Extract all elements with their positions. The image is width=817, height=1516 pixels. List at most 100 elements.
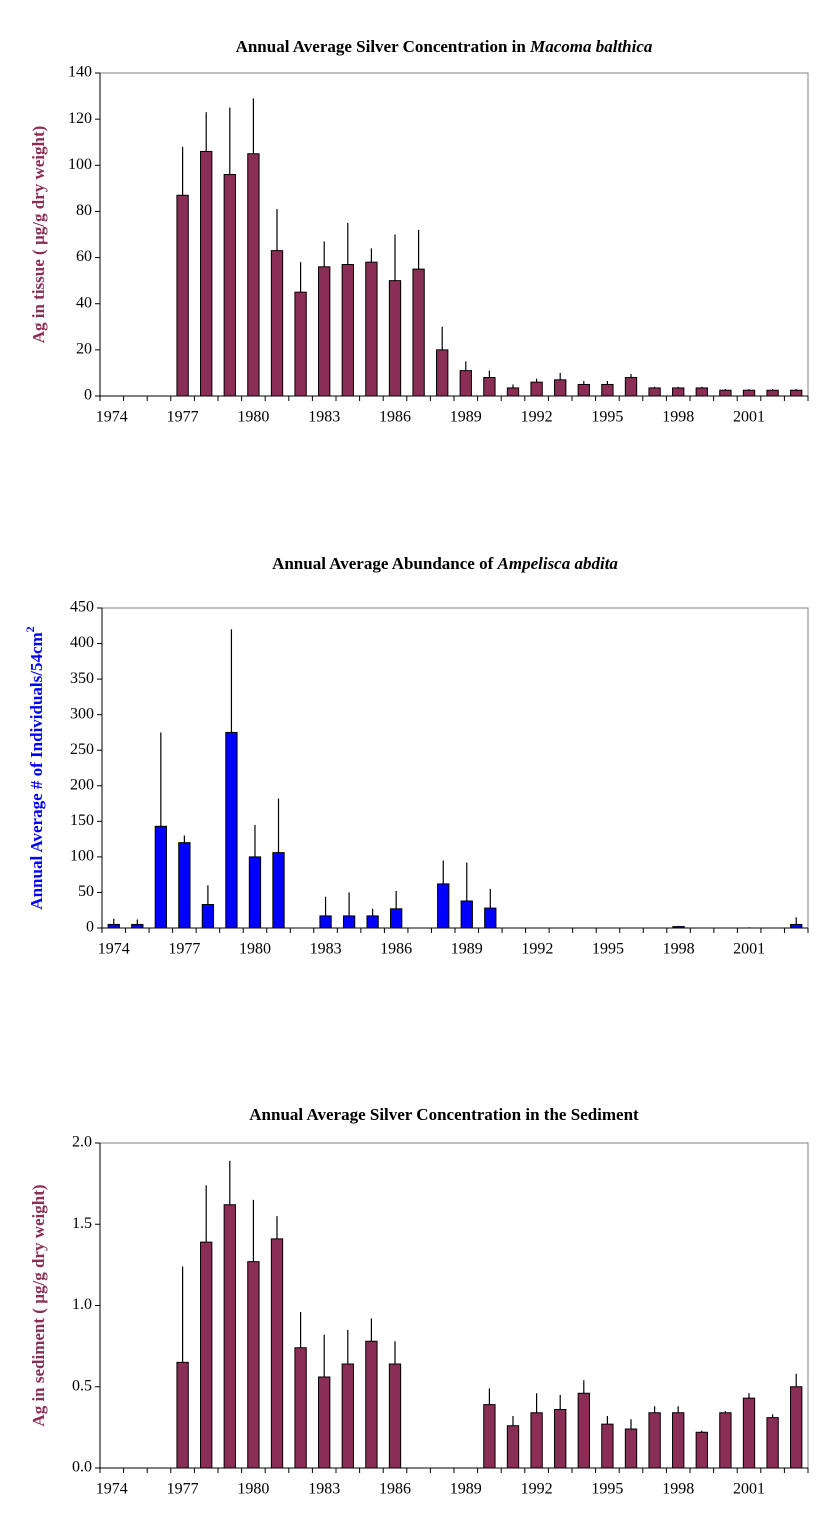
y-tick-label: 80	[76, 202, 92, 219]
bar	[270, 250, 284, 397]
bar	[742, 389, 756, 397]
bar	[365, 261, 378, 397]
bar	[554, 1409, 567, 1469]
bar	[460, 900, 473, 929]
chart: Annual Average Silver Concentration in M…	[29, 37, 809, 426]
x-tick-label: 1995	[591, 1481, 623, 1498]
x-tick-label: 2001	[733, 1481, 765, 1498]
x-tick-label: 1998	[662, 409, 694, 426]
y-tick-label: 100	[70, 848, 94, 865]
y-tick-label: 200	[70, 776, 94, 793]
bar	[318, 1376, 331, 1469]
bar	[294, 291, 307, 397]
x-tick-label: 1974	[96, 409, 128, 426]
bar	[318, 266, 331, 397]
x-tick-label: 1989	[450, 409, 482, 426]
x-tick-label: 1995	[592, 941, 624, 958]
bar	[766, 389, 779, 397]
bar	[247, 153, 260, 397]
y-tick-label: 300	[70, 705, 94, 722]
x-tick-label: 1974	[98, 941, 130, 958]
x-tick-label: 1980	[239, 941, 271, 958]
bar	[342, 915, 356, 929]
x-tick-label: 1992	[521, 409, 553, 426]
bar	[577, 383, 590, 397]
bar	[672, 926, 685, 929]
bar	[272, 852, 285, 929]
bar	[319, 915, 332, 929]
y-tick-label: 250	[70, 741, 94, 758]
y-axis-label-text: Ag in sediment ( µg/g dry weight)	[29, 1184, 48, 1426]
y-tick-label: 20	[76, 341, 92, 358]
x-tick-label: 1983	[310, 941, 342, 958]
title-text: Annual Average Silver Concentration in t…	[249, 1105, 639, 1124]
x-tick-label: 1989	[450, 1481, 482, 1498]
bar	[294, 1347, 307, 1469]
bar	[437, 883, 450, 929]
title-italic: Ampelisca abdita	[497, 554, 619, 573]
bar	[131, 923, 144, 929]
x-tick-label: 1983	[308, 1481, 340, 1498]
bar	[554, 379, 567, 397]
bar	[790, 389, 803, 397]
x-tick-label: 1977	[168, 941, 200, 958]
bar	[742, 1397, 756, 1469]
chart-title: Annual Average Silver Concentration in t…	[249, 1105, 639, 1124]
chart: Annual Average Silver Concentration in t…	[29, 1105, 809, 1498]
y-axis-label-sup: 2	[23, 626, 37, 632]
bar	[719, 389, 732, 397]
x-tick-label: 1986	[379, 1481, 411, 1498]
bar	[178, 842, 191, 929]
x-tick-label: 1986	[380, 941, 412, 958]
bar	[459, 370, 472, 397]
y-tick-label: 0	[86, 919, 94, 936]
y-tick-label: 350	[70, 670, 94, 687]
x-tick-label: 1992	[521, 941, 553, 958]
bar	[270, 1238, 284, 1469]
x-tick-label: 1986	[379, 409, 411, 426]
bar	[200, 1241, 213, 1469]
bar	[601, 383, 614, 397]
bar	[201, 904, 215, 929]
bar	[483, 1404, 496, 1469]
x-tick-label: 1980	[237, 409, 269, 426]
bar	[672, 1412, 685, 1469]
x-tick-label: 1995	[591, 409, 623, 426]
y-axis-label-text: Ag in tissue ( µg/g dry weight)	[29, 126, 48, 344]
bar	[530, 1412, 543, 1469]
bar	[624, 377, 638, 397]
y-tick-label: 1.0	[72, 1296, 92, 1313]
x-tick-label: 2001	[733, 409, 765, 426]
y-axis-label: Annual Average # of Individuals/54cm2	[23, 626, 46, 909]
title-italic: Macoma balthica	[529, 37, 653, 56]
bar	[366, 915, 379, 929]
y-axis-label: Ag in sediment ( µg/g dry weight)	[29, 1184, 48, 1426]
y-axis-label-text: Annual Average # of Individuals/54cm	[27, 632, 46, 909]
y-tick-label: 120	[68, 110, 92, 127]
bar	[672, 387, 685, 397]
bar	[483, 377, 496, 397]
bar	[648, 387, 661, 397]
bar	[624, 1428, 638, 1469]
y-tick-label: 140	[68, 64, 92, 81]
y-tick-label: 2.0	[72, 1134, 92, 1151]
x-tick-label: 1998	[662, 1481, 694, 1498]
y-tick-label: 400	[70, 634, 94, 651]
x-tick-label: 1983	[308, 409, 340, 426]
bar	[200, 150, 213, 397]
bar	[341, 1363, 354, 1469]
bar	[388, 1363, 402, 1469]
y-tick-label: 1.5	[72, 1215, 92, 1232]
bar	[176, 194, 189, 397]
title-text: Annual Average Abundance of	[272, 554, 494, 573]
y-tick-label: 50	[78, 883, 94, 900]
chart: Annual Average Abundance of Ampelisca ab…	[23, 554, 809, 958]
bar	[225, 731, 238, 929]
bar	[436, 349, 449, 397]
bar	[412, 268, 425, 397]
bar	[484, 907, 497, 929]
bar	[365, 1340, 378, 1469]
x-tick-label: 2001	[733, 941, 765, 958]
bar	[248, 856, 262, 929]
chart-title: Annual Average Silver Concentration in M…	[236, 37, 653, 56]
